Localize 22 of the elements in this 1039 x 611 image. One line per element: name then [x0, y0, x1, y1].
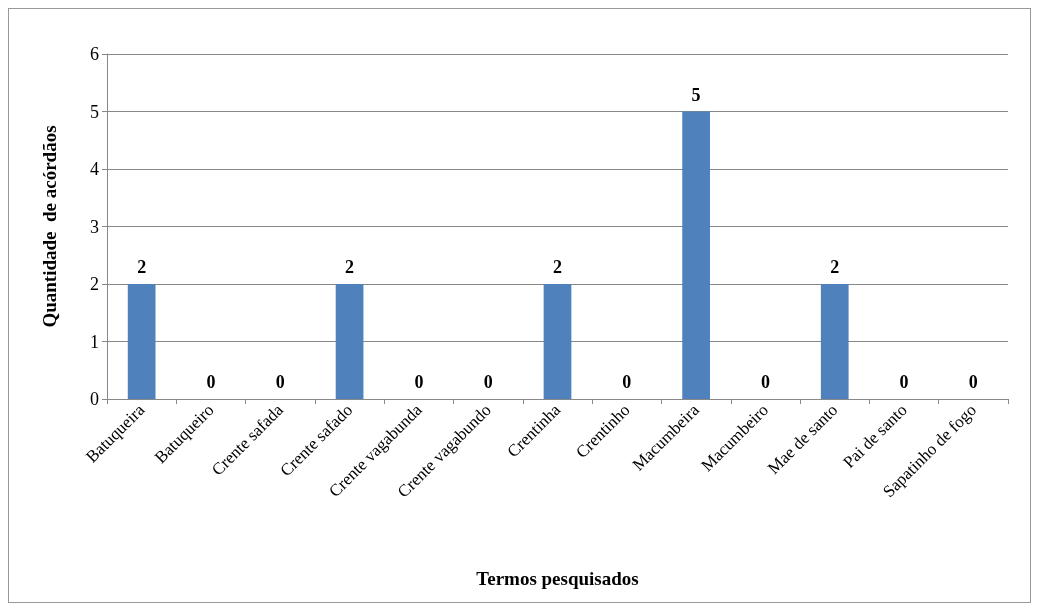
data-label: 0	[899, 372, 909, 392]
y-tick-label: 2	[90, 274, 99, 294]
data-label: 0	[275, 372, 285, 392]
y-tick-label: 0	[90, 389, 99, 409]
data-label: 0	[968, 372, 978, 392]
x-axis-title: Termos pesquisados	[476, 568, 639, 589]
data-label: 2	[830, 257, 840, 277]
data-label: 0	[206, 372, 216, 392]
y-axis-title: Quantidade de acórdãos	[39, 125, 60, 328]
y-tick-label: 1	[90, 331, 99, 352]
data-label: 0	[414, 372, 424, 392]
y-tick-label: 3	[90, 216, 99, 237]
data-label: 2	[553, 257, 562, 277]
y-tick-label: 6	[90, 44, 99, 64]
data-label: 0	[622, 372, 632, 392]
data-label: 5	[691, 84, 701, 105]
data-label: 0	[483, 372, 493, 392]
y-tick-label: 4	[90, 159, 99, 179]
data-label: 0	[760, 372, 770, 392]
data-label: 2	[137, 257, 147, 277]
data-label: 2	[345, 257, 355, 277]
y-tick-label: 5	[90, 101, 99, 122]
